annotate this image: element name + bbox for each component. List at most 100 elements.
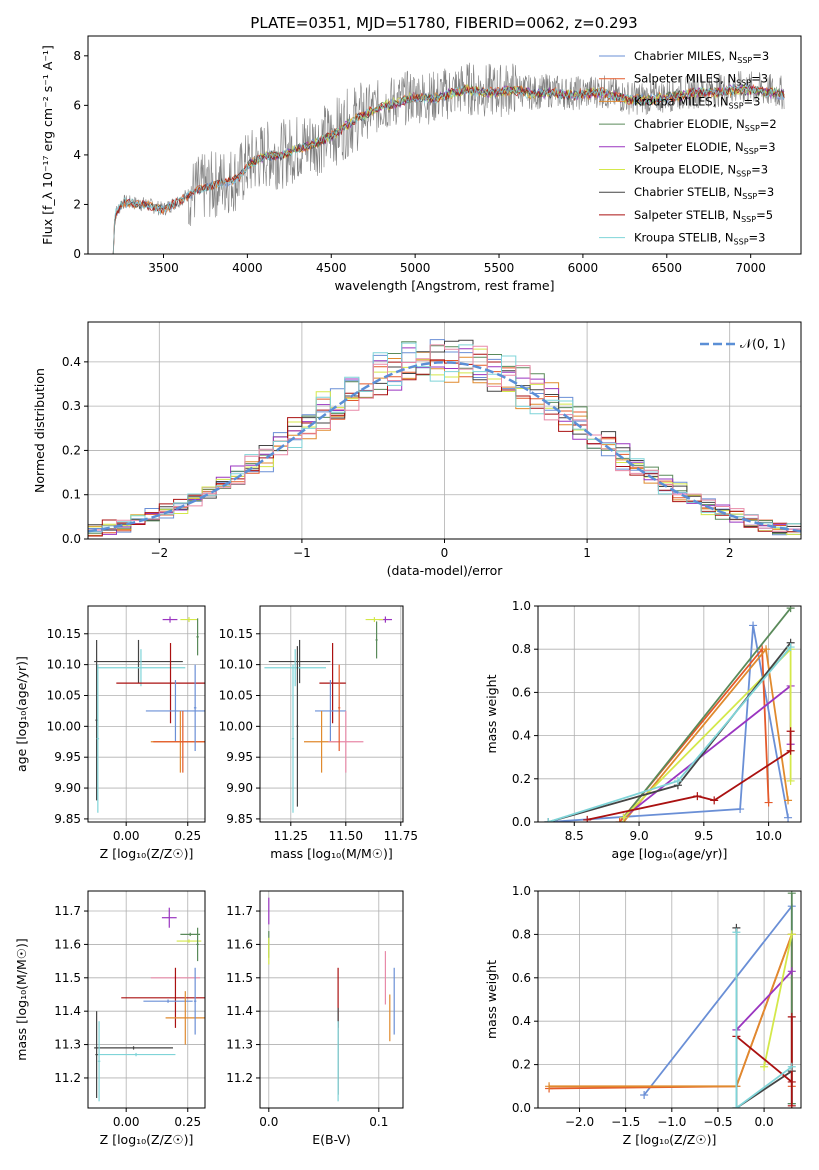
residuals-xtick-label-4: 2 [726, 546, 734, 560]
mass_vs_ebv-xlabel: E(B-V) [312, 1132, 351, 1147]
mass_vs_ebv-ytick-label-4: 11.6 [226, 937, 253, 951]
spectrum-ytick-label-4: 8 [73, 49, 81, 63]
weight_vs_Z-marker-4-1 [787, 967, 796, 976]
residuals-ytick-label-1: 0.1 [62, 488, 81, 502]
mass_vs_Z-point-5 [121, 967, 205, 1028]
residuals-xtick-label-1: −1 [293, 546, 311, 560]
age_vs_mass-ytick-label-2: 9.95 [226, 750, 253, 764]
residuals-ytick-label-2: 0.2 [62, 443, 81, 457]
legend-label-sub-0: SSP [737, 56, 752, 65]
weight_vs_age-marker-8-0 [544, 818, 553, 822]
weight_vs_age-axes: 8.5 9.0 9.5 10.0 0.0 0.2 0.4 0.6 0.8 1.0 age [log₁… [484, 599, 802, 861]
mass_vs_Z-ytick-label-0: 11.2 [54, 1071, 81, 1085]
legend-label-sub-8: SSP [734, 238, 749, 247]
weight_vs_age-xtick-label-1: 9.0 [630, 829, 649, 843]
weight_vs_Z-marker-5-1 [787, 930, 796, 939]
legend-gaussian-label: 𝒩(0, 1) [740, 336, 786, 351]
weight_vs_age-marker-5-2 [786, 776, 795, 785]
age_vs_Z-point-4 [96, 649, 186, 687]
mass_vs_ebv-ytick-label-1: 11.3 [226, 1038, 253, 1052]
legend-label-main-4: Salpeter ELODIE, N [634, 140, 744, 154]
weight_vs_age-marker-7-0 [583, 815, 592, 822]
mass_vs_Z-point-11 [95, 1011, 98, 1098]
residual-hist-pink [88, 344, 801, 532]
age_vs_Z-point-6 [145, 680, 205, 742]
legend-label-7: Salpeter STELIB, NSSP=5 [634, 208, 773, 224]
age_vs_mass-point-1 [365, 617, 384, 623]
mass_vs_Z-ytick-label-1: 11.3 [54, 1038, 81, 1052]
legend-label-sub-5: SSP [736, 170, 751, 179]
figure-title: PLATE=0351, MJD=51780, FIBERID=0062, z=0… [250, 14, 637, 32]
weight_vs_Z-marker-7-2 [787, 1012, 796, 1021]
weight_vs_age-ytick-label-2: 0.4 [512, 729, 531, 743]
legend-label-main-6: Chabrier STELIB, N [634, 185, 742, 199]
legend-label-sub-2: SSP [729, 101, 744, 110]
legend-label-main-2: Kroupa MILES, N [634, 94, 729, 108]
age_vs_Z-point-0 [162, 616, 178, 623]
weight_vs_Z-marker-2-0 [545, 1082, 554, 1091]
weight_vs_Z-plot-area [545, 891, 796, 1108]
mass_vs_Z-xlabel: Z [log₁₀(Z/Z☉)] [100, 1132, 194, 1147]
spectrum-axes: 3500 4000 4500 5000 5500 6000 6500 7000 0 2 4 6 8 wav… [40, 35, 802, 293]
weight_vs_age-marker-8-1 [673, 776, 682, 785]
weight_vs_Z-xtick-label-3: −0.5 [703, 1115, 732, 1129]
legend-label-sub-6: SSP [742, 192, 757, 201]
age_vs_mass-frame [259, 605, 404, 823]
mass_vs_ebv-ytick-label-0: 11.2 [226, 1071, 253, 1085]
weight_vs_Z-marker-5-0 [760, 1062, 769, 1071]
weight_vs_age-ytick-label-4: 0.8 [512, 642, 531, 656]
weight_vs_age-marker-5-0 [619, 813, 628, 822]
weight_vs_Z-ylabel: mass weight [484, 960, 499, 1039]
weight_vs_Z-ytick-label-4: 0.8 [512, 927, 531, 941]
mass_vs_Z-xtick-label-0: 0.00 [113, 1115, 140, 1129]
age_vs_mass-xtick-label-2: 11.75 [384, 829, 418, 843]
age_vs_Z-axes: 0.00 0.25 9.85 9.90 9.95 10.00 10.05 10.10 10.15… [14, 605, 206, 861]
age_vs_mass-ytick-label-4: 10.05 [219, 688, 253, 702]
residuals-plot-area [88, 339, 801, 537]
mass_vs_ebv-xtick-label-0: 0.0 [259, 1115, 278, 1129]
spectrum-model-salpeter_stelib [112, 85, 785, 254]
legend-label-suffix-1: =3 [751, 72, 768, 86]
mass_vs_ebv-ytick-label-3: 11.5 [226, 971, 253, 985]
legend-label-main-0: Chabrier MILES, N [634, 49, 737, 63]
spectrum-plot-area [112, 62, 785, 254]
age_vs_Z-ylabel: age [log₁₀(age/yr)] [14, 656, 29, 772]
legend-label-suffix-6: =3 [757, 185, 774, 199]
mass_vs_Z-point-0 [161, 907, 177, 928]
weight_vs_Z-marker-0-0 [640, 1090, 649, 1099]
age_vs_Z-ytick-label-5: 10.10 [47, 658, 81, 672]
spectrum-xtick-label-6: 6500 [652, 261, 683, 275]
mass_vs_ebv-plot-area [268, 897, 395, 1102]
weight_vs_Z-series-8 [735, 932, 793, 1108]
legend-label-3: Chabrier ELODIE, NSSP=2 [634, 117, 777, 133]
weight_vs_age-series-7 [587, 731, 792, 821]
weight_vs_Z-xtick-label-4: 0.0 [755, 1115, 774, 1129]
spectrum-xtick-label-4: 5500 [484, 261, 515, 275]
legend-label-suffix-0: =3 [752, 49, 769, 63]
weight_vs_Z-series-1 [549, 934, 793, 1090]
mass_vs_Z-point-7 [165, 991, 205, 1045]
mass_vs_Z-ylabel: mass [log₁₀(M/M☉)] [14, 938, 29, 1060]
mass_vs_ebv-axes: 0.0 0.1 11.2 11.3 11.4 11.5 11.6 11.7 E(B-V) [226, 890, 404, 1147]
spectrum-ytick-label-0: 0 [73, 247, 81, 261]
age_vs_mass-point-2 [375, 621, 378, 659]
legend-label-sub-1: SSP [736, 79, 751, 88]
weight_vs_Z-xtick-label-0: −2.0 [565, 1115, 594, 1129]
age_vs_mass-point-10 [296, 646, 299, 807]
weight_vs_Z-marker-3-1 [787, 891, 796, 898]
age_vs_mass-xlabel: mass [log₁₀(M/M☉)] [270, 846, 392, 861]
age_vs_Z-plot-area [94, 616, 205, 813]
weight_vs_age-marker-3-1 [786, 606, 795, 613]
mass_vs_Z-ytick-label-4: 11.6 [54, 937, 81, 951]
age_vs_Z-xtick-label-1: 0.25 [174, 829, 201, 843]
legend-label-suffix-8: =3 [749, 231, 766, 245]
weight_vs_Z-marker-8-2 [787, 1062, 796, 1071]
legend-label-main-1: Salpeter MILES, N [634, 72, 736, 86]
spectrum-data-line [112, 62, 785, 254]
weight_vs_age-marker-1-0 [615, 818, 624, 822]
weight_vs_Z-frame [537, 890, 802, 1109]
legend-label-main-8: Kroupa STELIB, N [634, 231, 734, 245]
spectrum-xtick-label-5: 6000 [568, 261, 599, 275]
